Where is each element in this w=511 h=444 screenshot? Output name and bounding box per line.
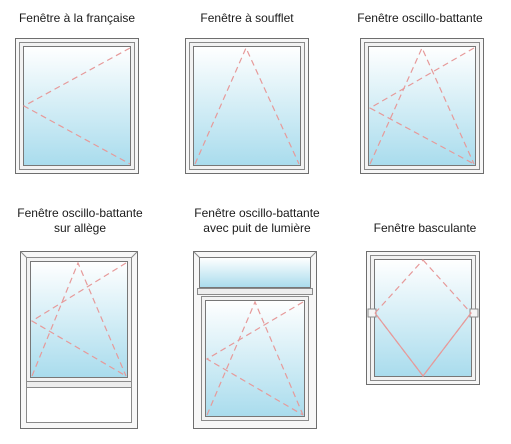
transom-rail	[26, 381, 132, 388]
window-puits-drawing	[193, 251, 317, 429]
pivot-left	[367, 308, 377, 318]
frame-miter	[131, 251, 138, 258]
frame-miter	[310, 251, 317, 258]
glass-pane	[23, 46, 131, 166]
label-line-1: Fenêtre oscillo-battante	[194, 206, 320, 220]
window-soufflet-drawing	[185, 38, 309, 174]
window-puits-lumiere	[193, 251, 317, 429]
window-basculante-drawing	[366, 251, 480, 385]
label-fenetre-francaise: Fenêtre à la française	[18, 11, 136, 25]
pivot-lines-solid	[374, 312, 472, 377]
label-line-2: sur allège	[53, 221, 107, 235]
window-allege-drawing	[20, 251, 138, 429]
turn-lines	[30, 262, 127, 377]
glass-pane	[30, 261, 128, 378]
frame-miter	[20, 251, 27, 258]
label-line-2: avec puit de lumière	[203, 221, 311, 235]
tilt-lines	[31, 261, 127, 377]
window-sur-allege	[20, 251, 138, 429]
label-fenetre-puits-lumiere: Fenêtre oscillo-battante avec puit de lu…	[172, 206, 342, 236]
glass-pane	[193, 46, 301, 166]
window-oscillo-drawing	[360, 38, 484, 174]
glass-pane	[368, 46, 476, 166]
window-basculante	[366, 251, 480, 385]
frame-miter	[193, 251, 200, 258]
opening-direction-lines	[22, 47, 131, 165]
window-oscillo-battante	[360, 38, 484, 174]
transom-rail	[197, 288, 313, 295]
transom-glass	[199, 257, 311, 288]
tilt-lines	[369, 46, 475, 165]
label-fenetre-sur-allege: Fenêtre oscillo-battante sur allège	[0, 206, 160, 236]
window-soufflet	[185, 38, 309, 174]
allege-panel	[26, 387, 132, 423]
glass-pane	[205, 300, 305, 417]
turn-lines	[205, 301, 304, 416]
window-francaise	[15, 38, 139, 174]
opening-direction-lines	[194, 46, 300, 165]
window-francaise-drawing	[15, 38, 139, 174]
label-fenetre-oscillo-battante: Fenêtre oscillo-battante	[357, 11, 483, 25]
label-line-1: Fenêtre oscillo-battante	[17, 206, 143, 220]
glass-pane	[374, 259, 472, 377]
label-fenetre-basculante: Fenêtre basculante	[373, 221, 477, 235]
tilt-lines	[206, 300, 304, 416]
label-fenetre-soufflet: Fenêtre à soufflet	[200, 11, 294, 25]
turn-lines	[368, 47, 475, 165]
pivot-right	[469, 308, 479, 318]
